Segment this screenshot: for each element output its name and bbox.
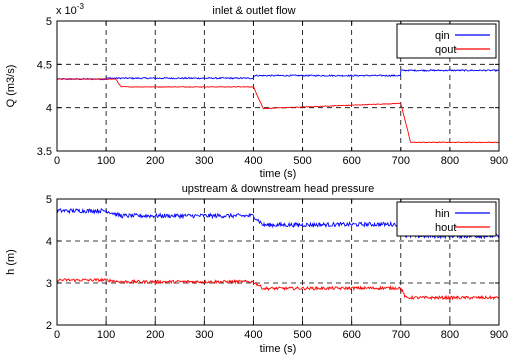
flow-x-tick-label: 200 bbox=[146, 155, 164, 167]
head-x-tick-label: 400 bbox=[244, 329, 262, 341]
flow-x-tick-label: 0 bbox=[54, 155, 60, 167]
flow-series-qin bbox=[56, 68, 500, 81]
flow-chart: inlet & outlet flow x 10-3 0 100 200 300 400… bbox=[5, 2, 508, 180]
head-x-tick-label: 200 bbox=[146, 329, 164, 341]
flow-x-tick-label: 500 bbox=[293, 155, 311, 167]
head-x-tick-label: 300 bbox=[195, 329, 213, 341]
head-legend: hin hout bbox=[396, 201, 497, 237]
flow-x-tick-label: 300 bbox=[195, 155, 213, 167]
flow-x-tick-label: 100 bbox=[97, 155, 115, 167]
flow-y-tick-label: 3.5 bbox=[37, 146, 52, 158]
head-legend-label-hout: hout bbox=[435, 222, 456, 234]
head-x-tick-label: 800 bbox=[441, 329, 459, 341]
flow-x-tick-label: 800 bbox=[441, 155, 459, 167]
flow-x-tick-label: 900 bbox=[490, 155, 508, 167]
head-y-tick-label: 3 bbox=[46, 278, 52, 290]
flow-legend: qin qout bbox=[396, 23, 497, 59]
flow-plot-frame bbox=[56, 20, 500, 152]
head-pressure-chart: upstream & downstream head pressure 0 100… bbox=[5, 183, 508, 355]
head-y-tick-label: 5 bbox=[46, 194, 52, 206]
head-y-ticks: 2 3 4 5 bbox=[46, 194, 499, 332]
flow-series bbox=[56, 68, 500, 144]
flow-x-tick-label: 400 bbox=[244, 155, 262, 167]
head-x-axis-label: time (s) bbox=[260, 343, 297, 355]
head-x-tick-label: 700 bbox=[392, 329, 410, 341]
head-x-tick-label: 600 bbox=[342, 329, 360, 341]
head-x-tick-label: 0 bbox=[54, 329, 60, 341]
flow-y-tick-label: 5 bbox=[46, 16, 52, 28]
head-x-tick-label: 900 bbox=[490, 329, 508, 341]
flow-y-axis-label: Q (m3/s) bbox=[5, 65, 17, 108]
flow-y-tick-label: 4 bbox=[46, 103, 52, 115]
flow-x-axis-label: time (s) bbox=[260, 168, 297, 180]
head-series-hout bbox=[56, 277, 500, 301]
head-legend-box bbox=[396, 201, 497, 237]
head-y-tick-label: 4 bbox=[46, 236, 52, 248]
head-y-axis-label: h (m) bbox=[5, 249, 17, 275]
flow-series-qout bbox=[56, 78, 500, 144]
head-chart-title: upstream & downstream head pressure bbox=[182, 183, 375, 195]
flow-legend-box bbox=[396, 23, 497, 59]
flow-y-ticks: 3.5 4 4.5 5 bbox=[37, 16, 499, 158]
flow-chart-title: inlet & outlet flow bbox=[212, 5, 295, 17]
flow-legend-label-qin: qin bbox=[435, 30, 450, 42]
head-y-tick-label: 2 bbox=[46, 320, 52, 332]
flow-x-tick-label: 600 bbox=[342, 155, 360, 167]
flow-y-tick-label: 4.5 bbox=[37, 59, 52, 71]
head-x-ticks: 0 100 200 300 400 500 600 700 800 900 bbox=[54, 199, 508, 341]
head-legend-label-hin: hin bbox=[435, 208, 450, 220]
head-plot-frame bbox=[56, 198, 500, 326]
flow-legend-label-qout: qout bbox=[435, 44, 456, 56]
flow-y-exponent: x 10-3 bbox=[56, 2, 84, 17]
flow-x-tick-label: 700 bbox=[392, 155, 410, 167]
flow-x-ticks: 0 100 200 300 400 500 600 700 800 900 bbox=[54, 21, 508, 167]
head-x-tick-label: 100 bbox=[97, 329, 115, 341]
head-x-tick-label: 500 bbox=[293, 329, 311, 341]
